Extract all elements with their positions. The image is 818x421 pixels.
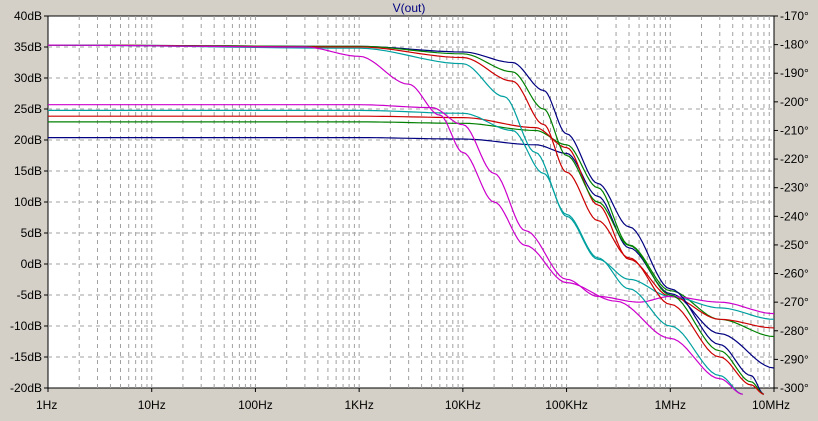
right-tick-label: -290° [780, 352, 809, 366]
left-tick-label: 40dB [14, 9, 42, 23]
magnitude-curves [47, 44, 765, 395]
left-tick-label: 25dB [14, 102, 42, 116]
left-axis: 40dB 35dB 30dB 25dB 20dB 15dB 10dB 5dB 0dB -5dB -1… [10, 9, 48, 395]
x-tick-label: 10KHz [445, 398, 481, 412]
magnitude-curve-5 [47, 44, 743, 395]
left-tick-label: 5dB [21, 226, 42, 240]
x-tick-label: 100Hz [238, 398, 273, 412]
right-tick-label: -260° [780, 267, 809, 281]
right-tick-label: -190° [780, 66, 809, 80]
left-tick-label: -20dB [10, 381, 42, 395]
x-tick-label: 1Hz [36, 398, 57, 412]
phase-curve-4 [48, 109, 775, 320]
right-tick-label: -220° [780, 152, 809, 166]
left-tick-label: 15dB [14, 164, 42, 178]
right-axis: -170° -180° -190° -200° -210° -220° -230° -240°… [774, 9, 809, 395]
left-tick-label: 0dB [21, 257, 42, 271]
left-tick-label: 10dB [14, 195, 42, 209]
left-tick-label: 20dB [14, 133, 42, 147]
right-tick-label: -230° [780, 181, 809, 195]
left-tick-label: -15dB [10, 350, 42, 364]
x-tick-label: 1KHz [344, 398, 373, 412]
left-tick-label: -5dB [17, 288, 42, 302]
left-tick-label: 35dB [14, 40, 42, 54]
magnitude-curve-4 [47, 44, 743, 395]
phase-curves [48, 104, 775, 369]
phase-curve-2 [48, 121, 775, 338]
chart-title: V(out) [393, 1, 426, 15]
x-tick-label: 10MHz [752, 398, 790, 412]
right-tick-label: -270° [780, 295, 809, 309]
right-tick-label: -180° [780, 38, 809, 52]
x-tick-label: 100KHz [545, 398, 588, 412]
grid [48, 16, 774, 388]
magnitude-curve-3 [47, 44, 765, 395]
right-tick-label: -210° [780, 123, 809, 137]
right-tick-label: -300° [780, 381, 809, 395]
left-tick-label: -10dB [10, 319, 42, 333]
right-tick-label: -250° [780, 238, 809, 252]
magnitude-curve-1 [47, 44, 765, 395]
phase-curve-3 [48, 115, 775, 329]
magnitude-curve-2 [47, 44, 765, 395]
left-tick-label: 30dB [14, 71, 42, 85]
right-tick-label: -200° [780, 95, 809, 109]
x-axis: 1Hz 10Hz 100Hz 1KHz 10KHz 100KHz 1MHz 10MHz [36, 388, 790, 412]
x-tick-label: 1MHz [655, 398, 686, 412]
right-tick-label: -280° [780, 324, 809, 338]
x-tick-label: 10Hz [138, 398, 166, 412]
right-tick-label: -170° [780, 9, 809, 23]
right-tick-label: -240° [780, 209, 809, 223]
phase-curve-5 [48, 104, 775, 315]
